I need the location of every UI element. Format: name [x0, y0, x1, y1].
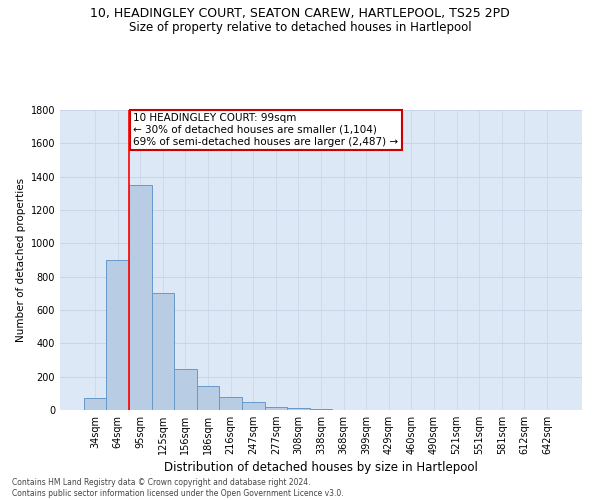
- Bar: [220, 396, 242, 410]
- Bar: [174, 369, 197, 410]
- Bar: [129, 185, 152, 410]
- Bar: [197, 386, 220, 410]
- Bar: [310, 409, 332, 410]
- Text: 10 HEADINGLEY COURT: 99sqm
← 30% of detached houses are smaller (1,104)
69% of s: 10 HEADINGLEY COURT: 99sqm ← 30% of deta…: [133, 114, 398, 146]
- Bar: [84, 398, 106, 410]
- Bar: [152, 294, 174, 410]
- Y-axis label: Number of detached properties: Number of detached properties: [16, 178, 26, 342]
- Text: Size of property relative to detached houses in Hartlepool: Size of property relative to detached ho…: [128, 21, 472, 34]
- Bar: [106, 260, 129, 410]
- Text: 10, HEADINGLEY COURT, SEATON CAREW, HARTLEPOOL, TS25 2PD: 10, HEADINGLEY COURT, SEATON CAREW, HART…: [90, 8, 510, 20]
- Text: Contains HM Land Registry data © Crown copyright and database right 2024.
Contai: Contains HM Land Registry data © Crown c…: [12, 478, 344, 498]
- X-axis label: Distribution of detached houses by size in Hartlepool: Distribution of detached houses by size …: [164, 462, 478, 474]
- Bar: [287, 408, 310, 410]
- Bar: [265, 406, 287, 410]
- Bar: [242, 402, 265, 410]
